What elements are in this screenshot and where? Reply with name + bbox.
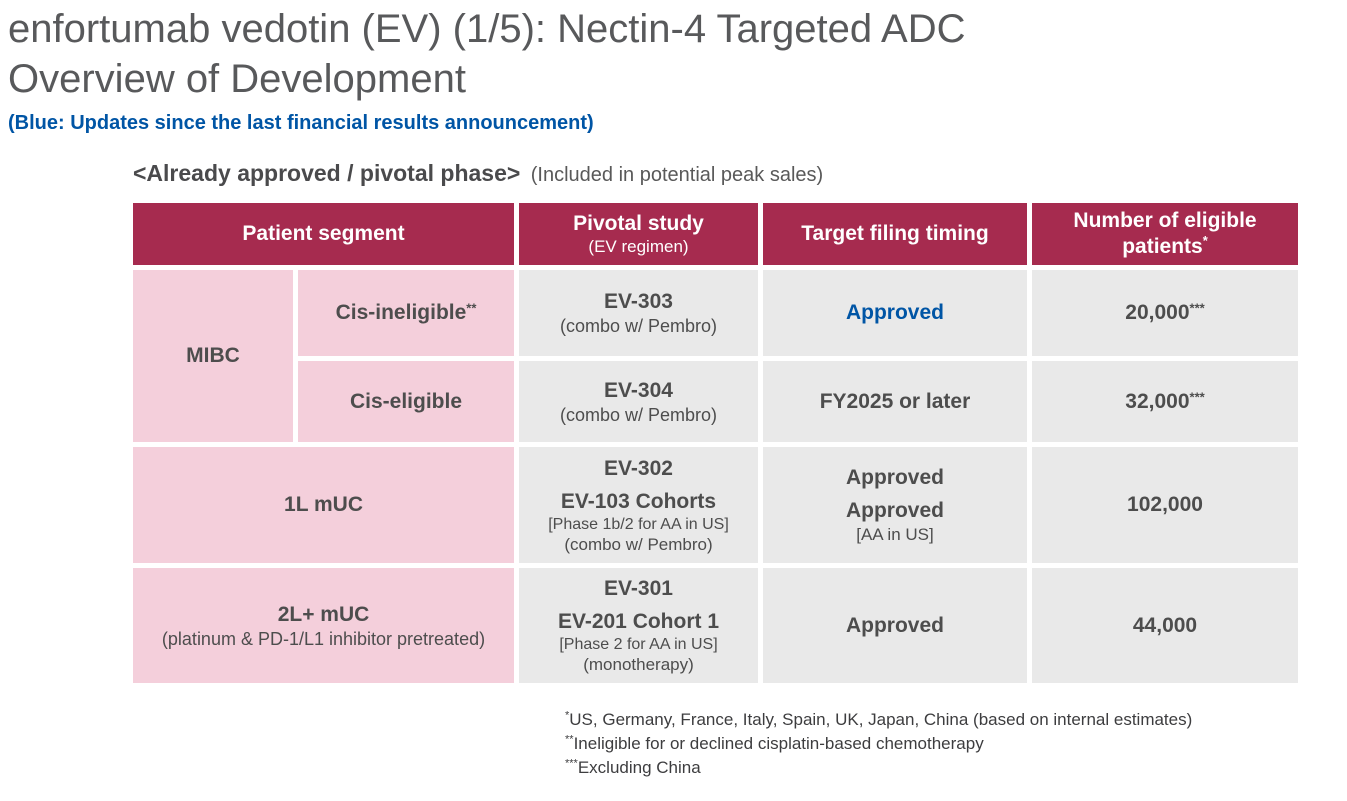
cis-ineligible-label: Cis-ineligible xyxy=(335,301,467,324)
row-mibc-cis-ineligible: MIBC Cis-ineligible** EV-303 (combo w/ P… xyxy=(133,270,1298,442)
cell-study-ev302: EV-302 EV-103 Cohorts [Phase 1b/2 for AA… xyxy=(519,447,758,563)
mibc-label: MIBC xyxy=(186,344,240,367)
page-title-line2: Overview of Development xyxy=(8,57,466,101)
header-target-filing-label: Target filing timing xyxy=(801,222,989,245)
ev303-label: EV-303 xyxy=(604,290,673,313)
section-heading-line: <Already approved / pivotal phase> (Incl… xyxy=(133,160,823,187)
header-pivotal-study-label: Pivotal study xyxy=(573,212,704,235)
header-pivotal-study: Pivotal study (EV regimen) xyxy=(519,203,758,265)
header-patient-segment: Patient segment xyxy=(133,203,514,265)
ev303-patients-value: 20,000 xyxy=(1125,301,1190,324)
footnote-3: ***Excluding China xyxy=(565,756,1192,780)
cell-segment-cis-ineligible: Cis-ineligible** xyxy=(298,270,514,356)
footnote-2-text: Ineligible for or declined cisplatin-bas… xyxy=(573,734,984,753)
ev304-label: EV-304 xyxy=(604,378,673,402)
cell-study-ev303: EV-303 (combo w/ Pembro) xyxy=(519,270,758,356)
cis-eligible-label: Cis-eligible xyxy=(349,389,463,413)
ev103-label: EV-103 Cohorts xyxy=(560,489,717,513)
cell-segment-2l-muc: 2L+ mUC (platinum & PD-1/L1 inhibitor pr… xyxy=(133,568,514,683)
row-2l-muc: 2L+ mUC (platinum & PD-1/L1 inhibitor pr… xyxy=(133,568,1298,683)
footnote-2: **Ineligible for or declined cisplatin-b… xyxy=(565,732,1192,756)
2l-muc-sub: (platinum & PD-1/L1 inhibitor pretreated… xyxy=(161,628,486,649)
footnote-3-sup: *** xyxy=(565,757,578,770)
header-patient-segment-label: Patient segment xyxy=(242,222,405,245)
cell-filing-ev304: FY2025 or later xyxy=(763,361,1027,442)
ev304-filing-status: FY2025 or later xyxy=(819,389,971,413)
ev304-patients-value: 32,000 xyxy=(1125,389,1190,413)
ev302-label: EV-302 xyxy=(604,456,673,480)
cell-segment-1l-muc: 1L mUC xyxy=(133,447,514,563)
2l-muc-patients-value: 44,000 xyxy=(1132,613,1198,637)
ev302-sub: (combo w/ Pembro) xyxy=(564,534,713,554)
table-header-row: Patient segment Pivotal study (EV regime… xyxy=(133,203,1298,265)
header-pivotal-study-sub: (EV regimen) xyxy=(588,237,689,256)
cell-patients-2l-muc: 44,000 xyxy=(1032,568,1298,683)
cell-study-ev304: EV-304 (combo w/ Pembro) xyxy=(519,361,758,442)
cell-filing-ev303: Approved xyxy=(763,270,1027,356)
1l-muc-patients-value: 102,000 xyxy=(1127,493,1203,516)
section-heading-note: (Included in potential peak sales) xyxy=(530,164,824,186)
header-target-filing: Target filing timing xyxy=(763,203,1027,265)
cell-patients-1l-muc: 102,000 xyxy=(1032,447,1298,563)
row-mibc-cis-eligible: Cis-eligible EV-304 (combo w/ Pembro) FY… xyxy=(133,361,1298,442)
1l-muc-label: 1L mUC xyxy=(284,493,363,516)
header-eligible-patients-sup: * xyxy=(1202,233,1208,248)
footnotes: *US, Germany, France, Italy, Spain, UK, … xyxy=(565,708,1192,780)
1l-muc-filing-note: [AA in US] xyxy=(856,525,934,544)
ev304-sub: (combo w/ Pembro) xyxy=(559,404,718,425)
ev201-label: EV-201 Cohort 1 xyxy=(557,610,720,633)
cell-filing-1l-muc: Approved Approved [AA in US] xyxy=(763,447,1027,563)
2l-muc-filing-status: Approved xyxy=(845,613,944,637)
header-eligible-patients: Number of eligible patients* xyxy=(1032,203,1298,265)
cis-ineligible-sup: ** xyxy=(466,300,477,316)
cell-filing-2l-muc: Approved xyxy=(763,568,1027,683)
ev201-phase-note: [Phase 2 for AA in US] xyxy=(559,636,718,653)
2l-muc-label: 2L+ mUC xyxy=(277,602,370,626)
footnote-3-text: Excluding China xyxy=(577,758,701,777)
cell-patients-ev303: 20,000*** xyxy=(1032,270,1298,356)
cell-segment-mibc: MIBC xyxy=(133,270,293,442)
cell-study-ev301: EV-301 EV-201 Cohort 1 [Phase 2 for AA i… xyxy=(519,568,758,683)
section-heading: <Already approved / pivotal phase> xyxy=(133,160,521,186)
page-title: enfortumab vedotin (EV) (1/5): Nectin-4 … xyxy=(8,4,1288,104)
development-table: Patient segment Pivotal study (EV regime… xyxy=(128,198,1303,688)
footnote-1: *US, Germany, France, Italy, Spain, UK, … xyxy=(565,708,1192,732)
page-title-line1: enfortumab vedotin (EV) (1/5): Nectin-4 … xyxy=(8,7,966,51)
ev103-phase-note: [Phase 1b/2 for AA in US] xyxy=(548,515,729,533)
ev304-patients-sup: *** xyxy=(1189,389,1205,405)
1l-muc-filing-status-1: Approved xyxy=(845,466,944,489)
ev303-filing-status: Approved xyxy=(845,301,944,324)
update-note: (Blue: Updates since the last financial … xyxy=(8,112,594,134)
footnote-2-sup: ** xyxy=(565,733,574,746)
ev301-label: EV-301 xyxy=(604,577,673,600)
header-eligible-patients-label: Number of eligible patients xyxy=(1073,209,1257,258)
1l-muc-filing-status-2: Approved xyxy=(845,499,944,522)
row-1l-muc: 1L mUC EV-302 EV-103 Cohorts [Phase 1b/2… xyxy=(133,447,1298,563)
cell-patients-ev304: 32,000*** xyxy=(1032,361,1298,442)
cell-segment-cis-eligible: Cis-eligible xyxy=(298,361,514,442)
ev303-patients-sup: *** xyxy=(1189,300,1205,316)
ev303-sub: (combo w/ Pembro) xyxy=(559,316,718,336)
footnote-1-text: US, Germany, France, Italy, Spain, UK, J… xyxy=(569,710,1193,729)
ev301-sub: (monotherapy) xyxy=(583,655,694,674)
footnote-1-sup: * xyxy=(565,709,570,722)
